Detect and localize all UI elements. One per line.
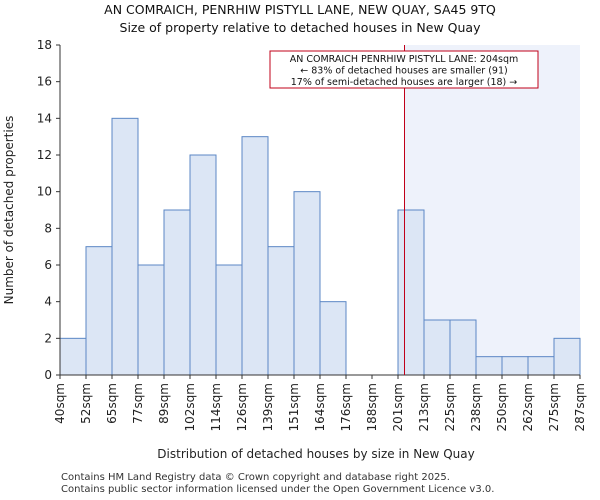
x-tick-label: 102sqm xyxy=(183,383,197,431)
y-tick-label: 6 xyxy=(44,258,52,272)
histogram-bar xyxy=(423,319,451,376)
x-tick-label: 139sqm xyxy=(261,383,275,431)
x-tick-label: 275sqm xyxy=(547,383,561,431)
y-axis-label: Number of detached properties xyxy=(2,116,16,305)
chart-subtitle: Size of property relative to detached ho… xyxy=(119,20,481,35)
histogram-bar xyxy=(449,319,477,376)
y-tick-label: 2 xyxy=(44,331,52,345)
x-tick-label: 287sqm xyxy=(573,383,587,431)
x-tick-label: 225sqm xyxy=(443,383,457,431)
x-axis-label: Distribution of detached houses by size … xyxy=(157,447,474,461)
histogram-bar xyxy=(189,154,217,376)
x-tick-label: 201sqm xyxy=(391,383,405,431)
y-tick-label: 10 xyxy=(37,185,52,199)
footer-copyright: Contains HM Land Registry data © Crown c… xyxy=(61,472,450,483)
histogram-bar xyxy=(85,246,113,376)
x-tick-label: 65sqm xyxy=(105,383,119,424)
annotation-box xyxy=(269,50,539,89)
histogram-bar xyxy=(527,356,555,376)
histogram-bar xyxy=(397,209,425,376)
x-tick-label: 151sqm xyxy=(287,383,301,431)
x-tick-label: 213sqm xyxy=(417,383,431,431)
annotation-smaller-share: ← 83% of detached houses are smaller (91… xyxy=(300,66,507,77)
y-tick-label: 16 xyxy=(37,75,52,89)
x-tick-label: 176sqm xyxy=(339,383,353,431)
histogram-bar xyxy=(475,356,503,376)
y-tick-label: 14 xyxy=(37,111,52,125)
histogram-bar xyxy=(111,117,139,376)
histogram-bar xyxy=(241,136,269,376)
x-tick-label: 52sqm xyxy=(79,383,93,424)
histogram-bar xyxy=(319,301,347,376)
x-tick-label: 40sqm xyxy=(53,383,67,424)
x-tick-label: 114sqm xyxy=(209,383,223,431)
y-tick-label: 0 xyxy=(44,368,52,382)
x-tick-label: 262sqm xyxy=(521,383,535,431)
x-tick-label: 126sqm xyxy=(235,383,249,431)
x-tick-label: 89sqm xyxy=(157,383,171,424)
histogram-bar xyxy=(553,337,581,376)
x-tick-label: 250sqm xyxy=(495,383,509,431)
x-tick-label: 164sqm xyxy=(313,383,327,431)
footer-licence: Contains public sector information licen… xyxy=(61,484,495,495)
x-tick-label: 238sqm xyxy=(469,383,483,431)
x-tick-label: 77sqm xyxy=(131,383,145,424)
x-tick-label: 188sqm xyxy=(365,383,379,431)
histogram-bar xyxy=(163,209,191,376)
histogram-bar xyxy=(59,337,87,376)
chart-title: AN COMRAICH, PENRHIW PISTYLL LANE, NEW Q… xyxy=(104,2,496,17)
histogram-bar xyxy=(215,264,243,376)
annotation-larger-share: 17% of semi-detached houses are larger (… xyxy=(291,77,518,88)
y-tick-label: 18 xyxy=(37,38,52,52)
histogram-bar xyxy=(501,356,529,376)
annotation-property-size: AN COMRAICH PENRHIW PISTYLL LANE: 204sqm xyxy=(290,54,519,65)
histogram-bar xyxy=(137,264,165,376)
y-tick-label: 12 xyxy=(37,148,52,162)
y-tick-label: 8 xyxy=(44,221,52,235)
histogram-bar xyxy=(267,246,295,376)
y-tick-label: 4 xyxy=(44,295,52,309)
histogram-bar xyxy=(293,191,321,376)
